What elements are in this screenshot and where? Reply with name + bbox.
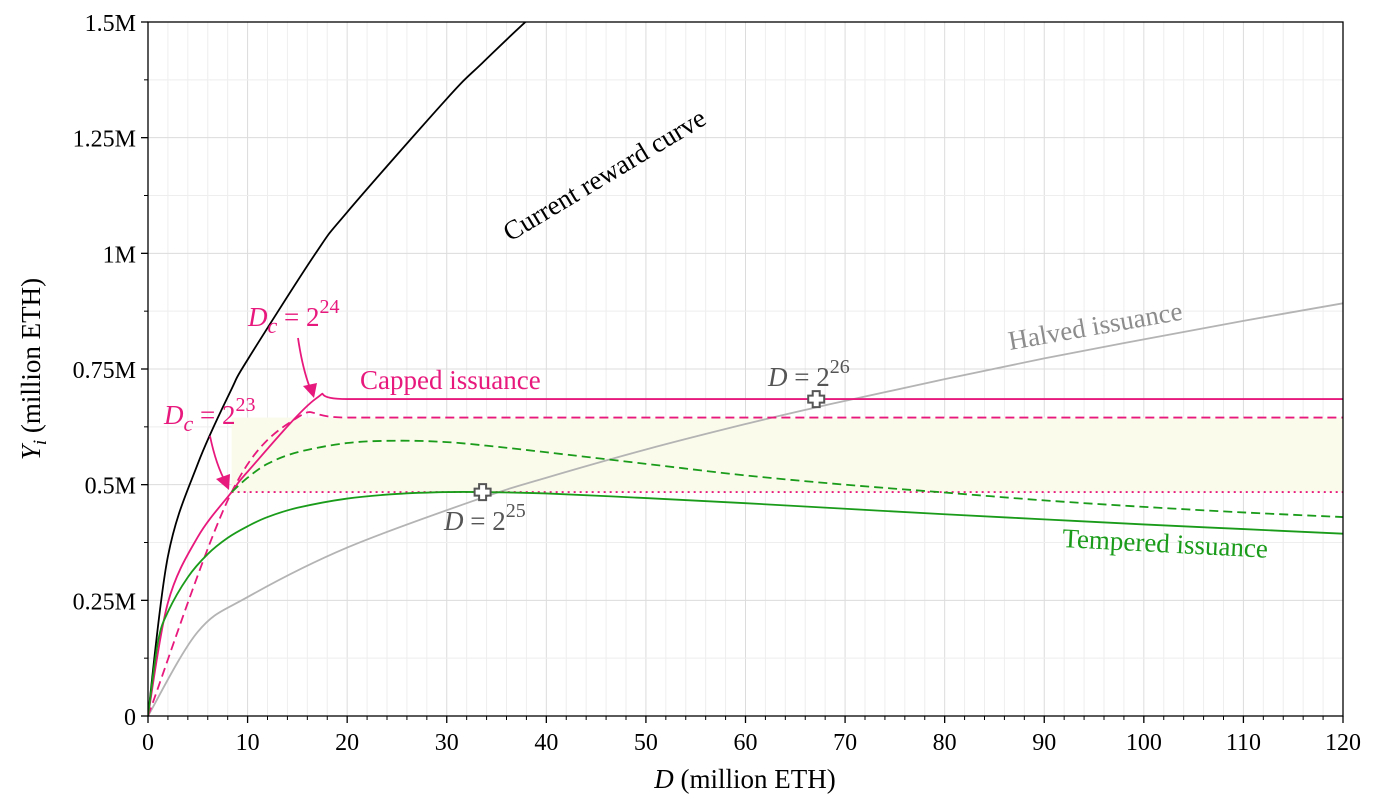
series-current-reward-curve <box>148 22 527 716</box>
x-tick-label: 50 <box>634 730 658 756</box>
y-axis-label-var: Y <box>16 442 46 460</box>
y-tick-label: 1.25M <box>73 127 136 153</box>
x-tick-label: 100 <box>1126 730 1162 756</box>
x-tick-label: 110 <box>1226 730 1261 756</box>
dc23-exp: 23 <box>236 394 256 416</box>
dc24-arrowhead <box>303 383 317 398</box>
y-axis-label: Yi (million ETH) <box>16 278 51 460</box>
d25-eq: = 2 <box>464 506 506 536</box>
x-tick-label: 90 <box>1032 730 1056 756</box>
dc23-arrowhead <box>216 474 230 490</box>
x-tick-label: 70 <box>833 730 857 756</box>
dc23-sub: c <box>184 411 194 436</box>
capped-issuance-label: Capped issuance <box>360 365 541 395</box>
x-axis-label: D (million ETH) <box>653 764 835 794</box>
series-capped-issuance <box>148 392 1343 716</box>
d26-label: D = 226 <box>767 356 850 392</box>
grid <box>147 21 1344 717</box>
x-tick-label: 60 <box>734 730 758 756</box>
series-tempered-issuance-dashed <box>231 439 1343 518</box>
d25-label: D = 225 <box>443 500 526 536</box>
dc24-exp: 24 <box>320 296 340 318</box>
x-tick-label: 0 <box>142 730 154 756</box>
dc24-label: Dc = 224 <box>247 296 340 338</box>
current-reward-curve-label: Current reward curve <box>498 103 711 248</box>
dc23-var: D <box>163 400 184 430</box>
d26-eq: = 2 <box>788 362 830 392</box>
series-layer <box>148 22 1343 716</box>
halved-issuance-label: Halved issuance <box>1006 296 1185 356</box>
y-axis-label-text: (million ETH) <box>16 278 46 440</box>
x-tick-label: 120 <box>1325 730 1361 756</box>
dc24-var: D <box>247 302 268 332</box>
d26-var: D <box>767 362 788 392</box>
markers-layer <box>473 390 826 502</box>
dc24-eq: = 2 <box>277 302 319 332</box>
x-tick-label: 40 <box>534 730 558 756</box>
y-tick-label: 0 <box>124 705 136 731</box>
axis-ticks: 0 10 20 30 40 50 60 70 80 90 100 110 120 0 0.25M 0.5M 0.… <box>73 11 1361 756</box>
x-axis-label-var: D <box>653 764 674 794</box>
y-tick-label: 1M <box>103 242 136 268</box>
series-capped-issuance-dashed <box>148 411 1343 716</box>
y-axis-label-sub: i <box>30 440 51 445</box>
x-tick-label: 20 <box>335 730 359 756</box>
x-tick-label: 10 <box>236 730 260 756</box>
series-tempered-issuance <box>148 490 1343 716</box>
y-tick-label: 0.5M <box>85 474 136 500</box>
dc23-eq: = 2 <box>193 400 235 430</box>
x-axis-label-text: (million ETH) <box>674 764 836 794</box>
dc24-sub: c <box>268 313 278 338</box>
cross-marker-2 <box>807 390 826 409</box>
d25-var: D <box>443 506 464 536</box>
series-halved-issuance <box>148 302 1343 716</box>
dc23-arrow <box>209 435 227 484</box>
y-tick-label: 0.75M <box>73 358 136 384</box>
cross-marker-1 <box>473 483 492 502</box>
d26-exp: 26 <box>830 356 850 378</box>
shaded-band <box>231 417 1343 493</box>
dc23-label: Dc = 223 <box>163 394 256 436</box>
x-tick-label: 80 <box>933 730 957 756</box>
x-tick-label: 30 <box>435 730 459 756</box>
y-tick-label: 1.5M <box>85 11 136 37</box>
shaded-band-layer <box>231 417 1343 493</box>
y-tick-label: 0.25M <box>73 589 136 615</box>
d25-exp: 25 <box>506 500 526 522</box>
